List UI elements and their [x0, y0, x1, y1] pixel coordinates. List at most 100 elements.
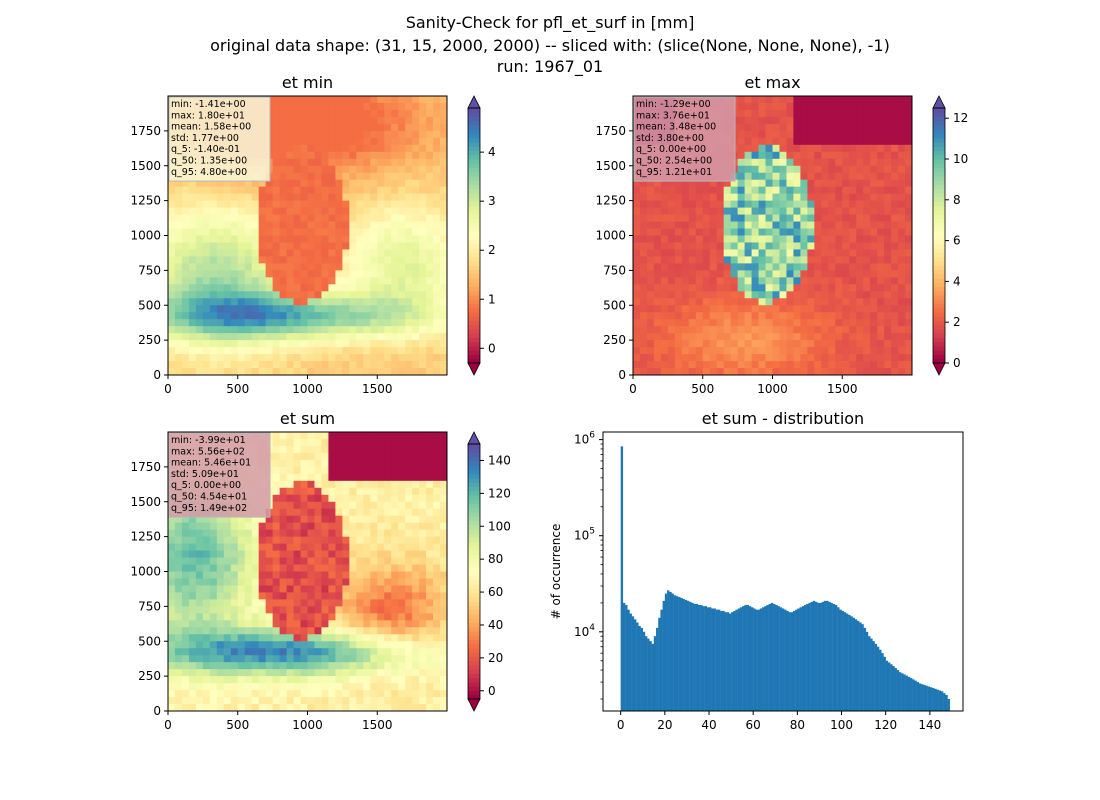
et-max-stats-line: q_95: 1.21e+01 [636, 167, 712, 178]
histogram-bar [649, 641, 652, 711]
histogram-bar [865, 631, 869, 711]
et-max-colorbar-tick-label: 6 [953, 234, 961, 248]
histogram-bar [647, 638, 650, 711]
et-max-colorbar-tick-label: 2 [953, 315, 961, 329]
histogram-bar [748, 606, 752, 711]
et-min-stats-line: max: 1.80e+01 [171, 110, 245, 121]
histogram-bar [724, 612, 727, 711]
et-max-stats-line: min: -1.29e+00 [636, 99, 711, 110]
et-min-colorbar-extend-max [467, 95, 481, 109]
histogram-bar [810, 601, 814, 711]
histogram-bar [775, 605, 778, 711]
figure-title-line-2: original data shape: (31, 15, 2000, 2000… [210, 36, 890, 55]
et-max-stats-line: q_5: 0.00e+00 [636, 144, 706, 155]
histogram-bar [940, 691, 944, 711]
histogram-x-tick-label: 80 [790, 718, 805, 732]
histogram-bar [631, 616, 635, 711]
histogram-bar [845, 613, 849, 711]
histogram-bar [786, 610, 789, 711]
histogram-bar [808, 602, 811, 711]
et-sum-colorbar-tick-label: 140 [488, 453, 511, 467]
histogram-bar [856, 620, 860, 711]
histogram-bar [927, 686, 931, 711]
et-sum-colorbar-tick-label: 120 [488, 486, 511, 500]
et-sum-stats-line: mean: 5.46e+01 [171, 458, 251, 469]
et-min-stats-line: q_95: 4.80e+00 [171, 167, 247, 178]
et-min-y-tick-label: 500 [138, 298, 161, 312]
et-sum-x-tick-label: 0 [164, 718, 172, 732]
et-min-y-tick-label: 750 [138, 263, 161, 277]
histogram-bar [817, 602, 820, 711]
et-max-x-tick-label: 500 [691, 382, 714, 396]
et-min-x-tick-label: 1000 [292, 382, 323, 396]
histogram-bar [684, 599, 688, 711]
histogram-bar [750, 607, 754, 711]
et-min-colorbar-tick-label: 1 [488, 292, 496, 306]
histogram-bar [682, 598, 685, 711]
histogram-bar [837, 607, 840, 711]
et-sum-colorbar-tick-label: 100 [488, 519, 511, 533]
histogram-bar [757, 609, 761, 711]
et-sum-x-tick-label: 500 [226, 718, 249, 732]
histogram-bar [887, 662, 891, 711]
et-sum-stats-line: std: 5.09e+01 [171, 469, 239, 480]
histogram-bar [667, 590, 670, 711]
histogram-bars [620, 446, 950, 711]
et-max-stats-line: mean: 3.48e+00 [636, 122, 716, 133]
histogram-bar [803, 605, 807, 711]
histogram-bar [918, 683, 922, 711]
et-sum-colorbar-tick-label: 40 [488, 618, 503, 632]
histogram-bar [854, 619, 858, 711]
histogram-bar [773, 603, 776, 711]
histogram-bar [720, 610, 723, 711]
et-sum-colorbar-extend-min [467, 698, 481, 712]
histogram-bar [658, 617, 661, 711]
et-max-colorbar-tick-label: 10 [953, 152, 968, 166]
et-max-title: et max [744, 73, 800, 92]
histogram-bar [905, 675, 908, 711]
histogram-bar [788, 612, 791, 711]
et-min-colorbar-tick-label: 4 [488, 145, 496, 159]
histogram-y-tick-label: 105 [574, 527, 595, 543]
histogram-bar [812, 600, 816, 711]
histogram-bar [859, 622, 862, 711]
et-max-y-tick-label: 1750 [595, 124, 626, 138]
histogram-bar [921, 684, 924, 711]
et-min-colorbar-tick-label: 2 [488, 243, 496, 257]
et-min-stats-line: q_50: 1.35e+00 [171, 156, 247, 167]
et-sum-colorbar-tick-label: 80 [488, 552, 503, 566]
histogram-bar [790, 612, 794, 711]
histogram-bar [795, 609, 798, 711]
histogram-bar [739, 607, 743, 711]
histogram-bar [821, 601, 825, 711]
et-min-y-tick-label: 0 [153, 368, 161, 382]
histogram-bar [706, 607, 710, 711]
histogram-bar [735, 609, 738, 711]
et-max-y-tick-label: 1500 [595, 159, 626, 173]
histogram-bar [936, 689, 939, 711]
histogram-bar [651, 643, 654, 711]
et-sum-y-tick-label: 1750 [130, 460, 161, 474]
histogram-bar [629, 613, 632, 711]
et-sum-colorbar-extend-max [467, 431, 481, 445]
et-max-y-tick-label: 0 [618, 368, 626, 382]
et-sum-stats-line: max: 5.56e+02 [171, 446, 245, 457]
histogram-bar [843, 612, 847, 711]
et-sum-y-tick-label: 0 [153, 704, 161, 718]
et-sum-x-tick-label: 1500 [362, 718, 393, 732]
et-max-colorbar-tick-label: 0 [953, 356, 961, 370]
histogram-bar [881, 653, 884, 711]
et-min-y-tick-label: 1500 [130, 159, 161, 173]
histogram-bar [848, 614, 851, 711]
et-max-colorbar-tick-label: 4 [953, 274, 961, 288]
et-sum-colorbar: 0 20 40 60 80 100 120 140 [467, 431, 511, 712]
histogram-bar [620, 446, 624, 711]
histogram-x-tick-label: 60 [746, 718, 761, 732]
histogram-bar [638, 625, 641, 711]
et-max-y-tick-label: 750 [603, 263, 626, 277]
histogram-bar [861, 624, 864, 711]
histogram-y-tick-label: 104 [574, 623, 595, 639]
histogram-bar [894, 668, 897, 711]
histogram-bar [797, 608, 800, 711]
et-min-x-tick-label: 0 [164, 382, 172, 396]
